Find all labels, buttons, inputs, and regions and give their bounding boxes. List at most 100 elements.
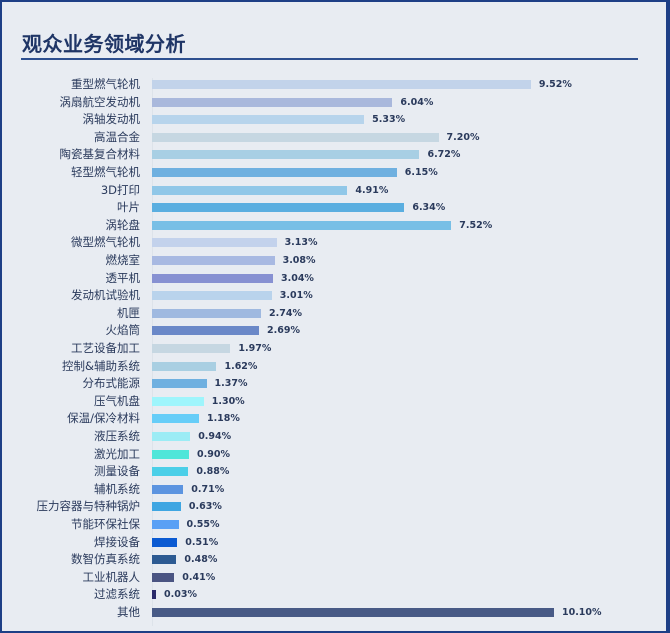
value-label: 1.30% — [211, 395, 245, 407]
bar-row: 测量设备 0.88% — [0, 463, 670, 480]
value-label: 0.63% — [188, 501, 222, 513]
category-label: 高温合金 — [94, 129, 140, 144]
value-label: 0.03% — [164, 589, 197, 601]
bar — [152, 326, 260, 336]
bar-row: 涡轮盘 7.52% — [0, 217, 670, 234]
value-label: 1.62% — [224, 360, 258, 372]
category-label: 陶瓷基复合材料 — [59, 147, 141, 162]
bar-row: 节能环保社保 0.55% — [0, 516, 670, 533]
bar-row: 分布式能源 1.37% — [0, 375, 670, 392]
bar — [152, 256, 275, 265]
value-label: 1.37% — [214, 378, 248, 390]
bar-row: 叶片 6.34% — [0, 199, 670, 216]
bar — [152, 608, 554, 617]
bar-row: 其他 10.10% — [0, 604, 670, 621]
bar-row: 轻型燃气轮机 6.15% — [0, 164, 670, 181]
bar — [152, 132, 439, 142]
category-label: 激光加工 — [94, 446, 140, 461]
bar-row: 控制&辅助系统 1.62% — [0, 358, 670, 375]
bar-row: 陶瓷基复合材料 6.72% — [0, 146, 670, 163]
value-label: 3.01% — [279, 290, 313, 302]
category-label: 辅机系统 — [94, 481, 140, 496]
bar — [152, 185, 348, 195]
bar-row: 保温/保冷材料 1.18% — [0, 410, 670, 427]
bar — [152, 344, 231, 353]
value-label: 5.33% — [372, 114, 406, 126]
value-label: 10.10% — [561, 607, 602, 618]
bar-row: 涡扇航空发动机 6.04% — [0, 94, 670, 111]
chart-title: 观众业务领域分析 — [22, 32, 186, 56]
category-label: 透平机 — [105, 270, 141, 285]
value-label: 6.72% — [427, 149, 461, 161]
value-label: 7.20% — [446, 131, 480, 143]
bar — [152, 80, 531, 89]
category-label: 焊接设备 — [94, 534, 140, 549]
bar-row: 数智仿真系统 0.48% — [0, 551, 670, 568]
category-label: 火焰筒 — [105, 323, 141, 338]
bar — [152, 308, 262, 318]
value-label: 0.94% — [198, 431, 232, 442]
bar — [152, 220, 452, 230]
bar — [152, 414, 199, 424]
value-label: 3.04% — [280, 272, 314, 284]
category-label: 过滤系统 — [94, 587, 140, 602]
value-label: 6.04% — [400, 96, 434, 108]
value-label: 2.74% — [269, 307, 303, 319]
value-label: 4.91% — [355, 184, 389, 196]
category-label: 机匣 — [117, 305, 140, 320]
category-label: 重型燃气轮机 — [71, 77, 140, 91]
bar-row: 工艺设备加工 1.97% — [0, 340, 670, 357]
bar — [152, 484, 184, 494]
bar-row: 燃烧室 3.08% — [0, 252, 670, 269]
bar — [152, 449, 189, 459]
category-label: 3D打印 — [100, 182, 140, 197]
bar — [152, 432, 191, 441]
category-label: 微型燃气轮机 — [71, 235, 140, 250]
bar — [152, 238, 277, 248]
value-label: 6.15% — [404, 167, 438, 178]
title-underline — [21, 58, 638, 60]
category-label: 压气机盘 — [94, 393, 140, 408]
bar-row: 火焰筒 2.69% — [0, 322, 670, 339]
value-label: 0.55% — [186, 519, 220, 530]
category-label: 工业机器人 — [82, 569, 141, 584]
bar-row: 3D打印 4.91% — [0, 182, 670, 199]
category-label: 涡轮盘 — [105, 217, 141, 232]
category-label: 涡扇航空发动机 — [59, 94, 141, 109]
bar — [152, 537, 178, 547]
category-label: 测量设备 — [94, 464, 140, 479]
bar-row: 重型燃气轮机 9.52% — [0, 76, 670, 93]
category-label: 其他 — [117, 605, 140, 619]
value-label: 3.08% — [282, 255, 316, 266]
bar — [152, 168, 397, 177]
category-label: 液压系统 — [94, 429, 140, 443]
bar-row: 工业机器人 0.41% — [0, 569, 670, 586]
category-label: 数智仿真系统 — [71, 552, 140, 567]
bar-row: 辅机系统 0.71% — [0, 481, 670, 498]
bar-row: 高温合金 7.20% — [0, 129, 670, 146]
category-label: 节能环保社保 — [71, 517, 140, 531]
bar — [152, 555, 177, 565]
value-label: 0.90% — [197, 448, 230, 460]
bar — [152, 572, 175, 582]
bar-row: 压力容器与特种锅炉 0.63% — [0, 498, 670, 515]
bar — [152, 361, 217, 371]
bar-row: 微型燃气轮机 3.13% — [0, 234, 670, 251]
category-label: 分布式能源 — [82, 376, 141, 391]
value-label: 0.88% — [196, 466, 230, 478]
value-label: 0.48% — [184, 554, 218, 566]
bar-row: 激光加工 0.90% — [0, 446, 670, 463]
bar — [152, 115, 365, 125]
value-label: 3.13% — [284, 237, 318, 249]
bar-row: 发动机试验机 3.01% — [0, 287, 670, 304]
category-label: 燃烧室 — [105, 253, 141, 267]
category-label: 叶片 — [117, 200, 140, 215]
value-label: 1.18% — [206, 413, 240, 425]
category-label: 轻型燃气轮机 — [71, 165, 140, 179]
bar — [152, 467, 189, 477]
value-label: 0.41% — [182, 571, 216, 583]
bar-row: 涡轴发动机 5.33% — [0, 111, 670, 128]
bar — [152, 203, 405, 213]
